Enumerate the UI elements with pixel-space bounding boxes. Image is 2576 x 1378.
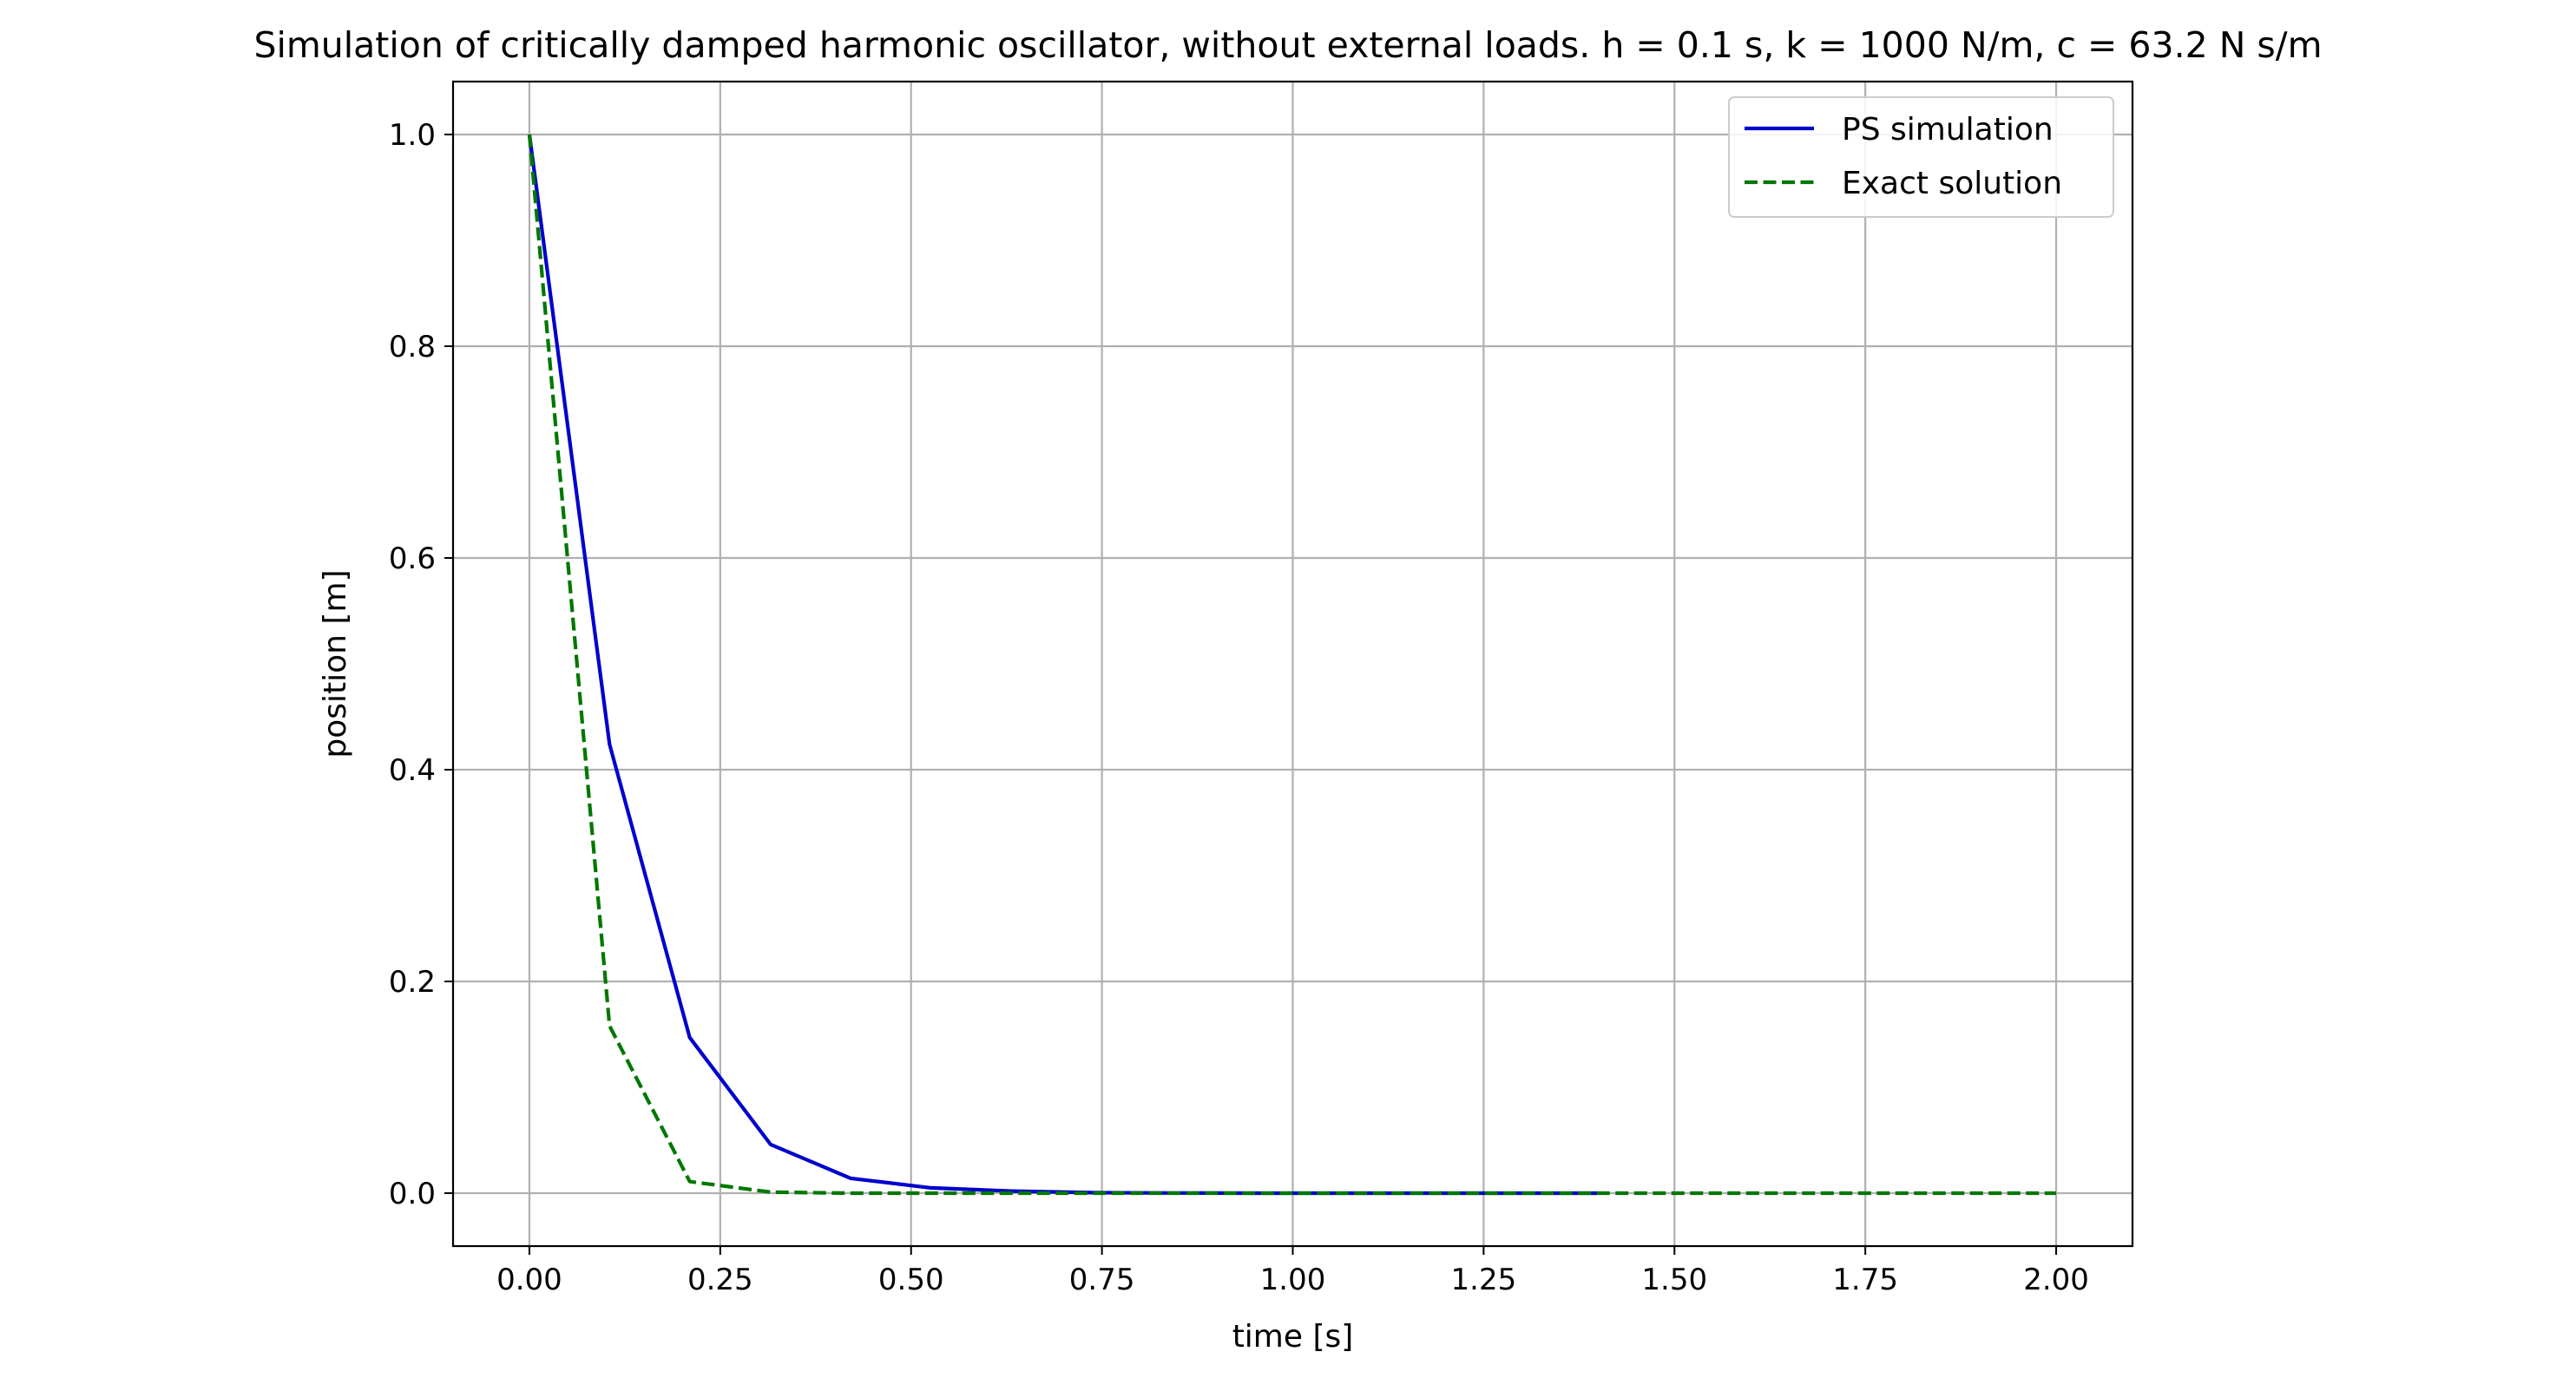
grid [453,82,2132,1246]
y-tick-label: 0.6 [389,541,436,576]
x-tick-label: 0.50 [878,1263,944,1297]
legend-box [1728,96,2114,218]
legend-label: Exact solution [1842,166,2062,201]
y-axis: 0.0 0.2 0.4 0.6 0.8 1.0 [389,118,453,1211]
y-tick-label: 1.0 [389,118,436,153]
legend: PS simulation Exact solution [1728,96,2114,218]
chart-title: Simulation of critically damped harmonic… [253,24,2322,66]
y-tick-label: 0.2 [389,965,436,1000]
x-tick-label: 1.75 [1832,1263,1898,1297]
y-tick-label: 0.0 [389,1177,436,1211]
series-layer [527,134,2056,1196]
x-tick-label: 1.25 [1451,1263,1517,1297]
series-line-1 [527,134,1599,1196]
x-tick-label: 1.50 [1641,1263,1707,1297]
y-axis-label: position [m] [318,569,353,758]
y-tick-label: 0.8 [389,330,436,364]
series-line-2 [527,134,2056,1196]
x-tick-label: 0.25 [687,1263,753,1297]
x-tick-label: 0.75 [1069,1263,1135,1297]
x-tick-label: 0.00 [496,1263,562,1297]
y-tick-label: 0.4 [389,753,436,788]
x-axis-label: time [s] [1232,1319,1354,1355]
x-tick-label: 2.00 [2023,1263,2089,1297]
x-axis: 0.00 0.25 0.50 0.75 1.00 1.25 1.50 1.75 2.00 [496,1246,2089,1297]
x-tick-label: 1.00 [1260,1263,1326,1297]
legend-label: PS simulation [1842,112,2054,148]
